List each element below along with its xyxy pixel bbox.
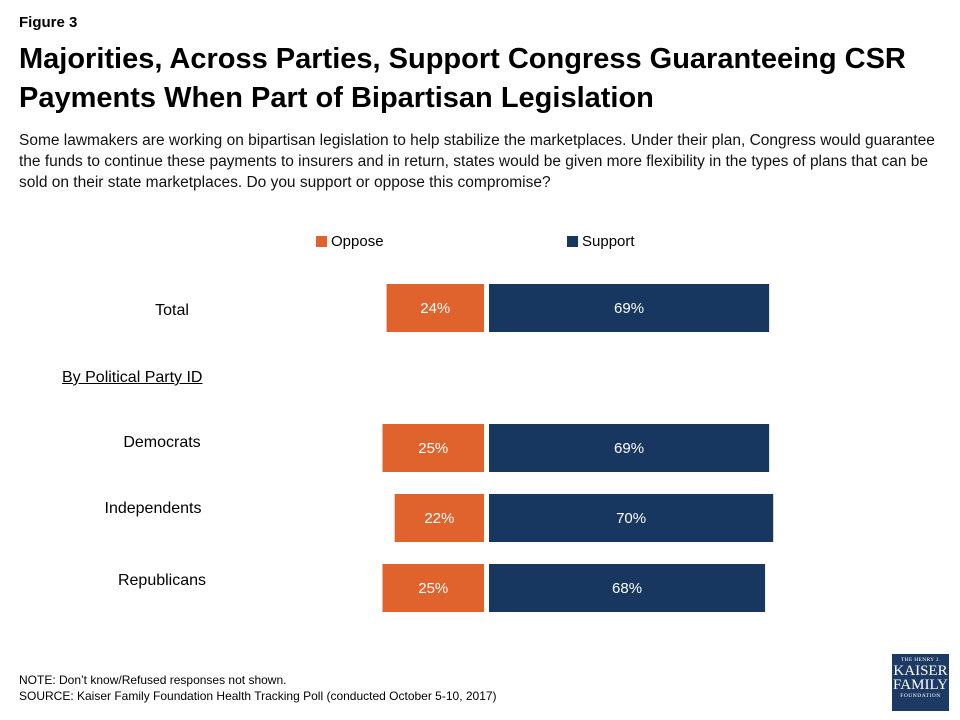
figure-label: Figure 3 (19, 14, 78, 31)
label-oppose-democrats: 25% (418, 440, 448, 457)
legend-oppose-label: Oppose (331, 233, 384, 250)
logo-line3: FAMILY (893, 677, 948, 693)
section-label-party: By Political Party ID (62, 369, 203, 386)
label-support-republicans: 68% (612, 580, 642, 597)
footnote: NOTE: Don’t know/Refused responses not s… (19, 672, 497, 704)
bar-support-republicans (489, 564, 766, 612)
row-label-independents: Independents (104, 500, 202, 517)
label-oppose-republicans: 25% (418, 580, 448, 597)
legend-support: Support (567, 233, 635, 250)
legend-support-swatch (567, 236, 578, 247)
legend-support-label: Support (582, 233, 635, 250)
kff-logo: THE HENRY J. KAISER FAMILY FOUNDATION (892, 654, 949, 711)
row-label-total: Total (155, 302, 189, 319)
legend-oppose: Oppose (316, 233, 384, 250)
bar-oppose-democrats (382, 424, 484, 472)
label-support-independents: 70% (616, 510, 646, 527)
label-support-democrats: 69% (614, 440, 644, 457)
label-oppose-total: 24% (420, 300, 450, 317)
logo-line1: THE HENRY J. (901, 657, 940, 663)
legend-oppose-swatch (316, 236, 327, 247)
bar-support-total (489, 284, 770, 332)
bar-oppose-total (386, 284, 484, 332)
chart-title: Majorities, Across Parties, Support Cong… (19, 43, 906, 114)
logo-line2: KAISER (893, 663, 948, 679)
row-label-republicans: Republicans (117, 572, 207, 589)
bar-support-independents (489, 494, 774, 542)
bar-support-democrats (489, 424, 770, 472)
note-text: NOTE: Don’t know/Refused responses not s… (19, 673, 287, 687)
label-oppose-independents: 22% (424, 510, 454, 527)
bar-oppose-republicans (382, 564, 484, 612)
bar-oppose-independents (394, 494, 484, 542)
label-support-total: 69% (614, 300, 644, 317)
logo-line4: FOUNDATION (900, 693, 941, 699)
source-text: SOURCE: Kaiser Family Foundation Health … (19, 689, 497, 703)
chart-subtitle: Some lawmakers are working on bipartisan… (19, 132, 935, 191)
row-label-democrats: Democrats (123, 434, 201, 451)
